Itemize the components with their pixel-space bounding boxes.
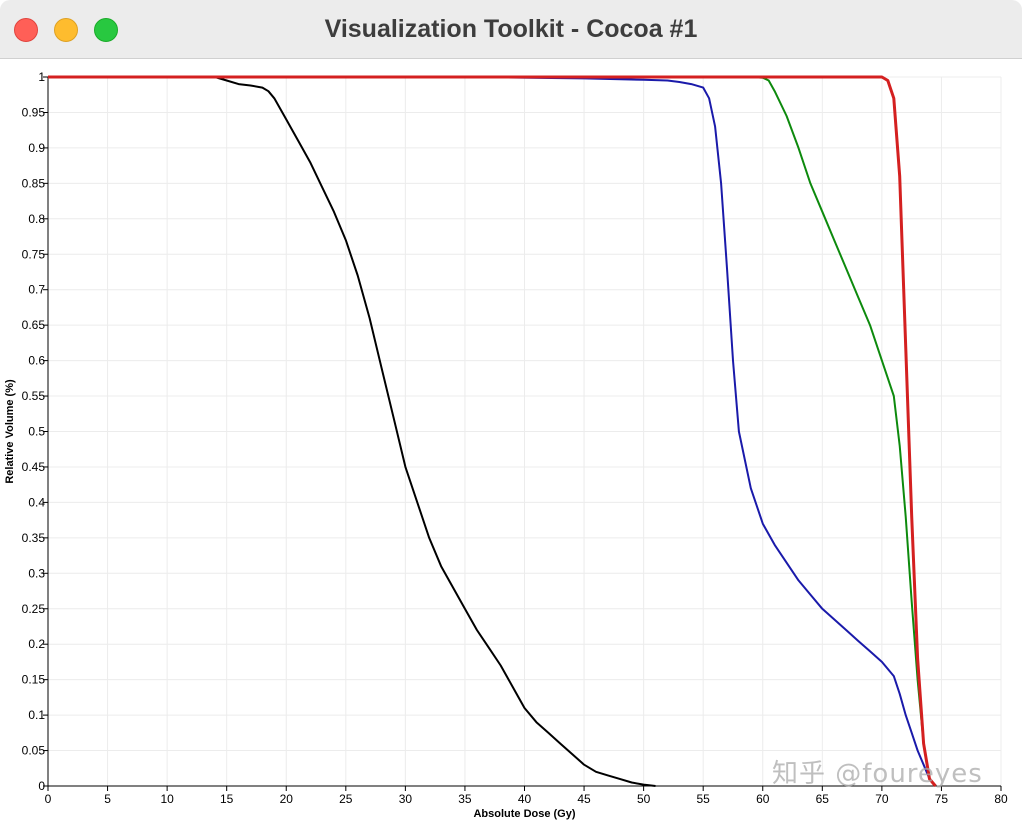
title-bar[interactable]: Visualization Toolkit - Cocoa #1 <box>0 0 1022 59</box>
watermark: 知乎 @foureyes <box>772 759 983 789</box>
y-tick-label-2: 0.1 <box>28 708 45 722</box>
series-line-3[interactable] <box>48 75 937 787</box>
dvh-chart[interactable]: 0 5 10 15 20 25 30 35 40 45 50 55 60 65 70 75 80 0 0.05 0.1… <box>0 59 1022 820</box>
maximize-button[interactable] <box>94 18 118 42</box>
x-tick-label-16: 80 <box>994 792 1008 806</box>
series-line-2[interactable] <box>48 76 937 787</box>
y-tick-label-8: 0.4 <box>28 495 45 509</box>
minimize-button[interactable] <box>54 18 78 42</box>
x-tick-label-6: 30 <box>399 792 413 806</box>
y-tick-label-19: 0.95 <box>22 105 46 119</box>
y-tick-label-17: 0.85 <box>22 176 46 190</box>
y-tick-label-14: 0.7 <box>28 283 45 297</box>
x-tick-label-14: 70 <box>875 792 889 806</box>
close-button[interactable] <box>14 18 38 42</box>
x-tick-label-7: 35 <box>458 792 472 806</box>
y-tick-label-16: 0.8 <box>28 212 45 226</box>
y-tick-label-9: 0.45 <box>22 460 46 474</box>
y-tick-label-10: 0.5 <box>28 425 45 439</box>
y-tick-label-11: 0.55 <box>22 389 46 403</box>
y-axis-title: Relative Volume (%) <box>4 379 16 484</box>
y-tick-label-6: 0.3 <box>28 566 45 580</box>
y-tick-label-7: 0.35 <box>22 531 46 545</box>
y-tick-label-15: 0.75 <box>22 247 46 261</box>
x-tick-label-11: 55 <box>697 792 711 806</box>
y-tick-label-5: 0.25 <box>22 602 46 616</box>
series-line-0[interactable] <box>48 76 656 787</box>
x-tick-label-3: 15 <box>220 792 234 806</box>
y-tick-label-13: 0.65 <box>22 318 46 332</box>
y-tick-label-12: 0.6 <box>28 354 45 368</box>
x-tick-label-2: 10 <box>160 792 174 806</box>
x-tick-label-8: 40 <box>518 792 532 806</box>
y-tick-label-20: 1 <box>38 70 45 84</box>
x-tick-label-15: 75 <box>935 792 949 806</box>
x-axis-title: Absolute Dose (Gy) <box>473 808 575 820</box>
x-tick-label-13: 65 <box>816 792 830 806</box>
x-tick-label-5: 25 <box>339 792 353 806</box>
x-tick-label-4: 20 <box>280 792 294 806</box>
x-tick-label-9: 45 <box>577 792 591 806</box>
y-tick-label-0: 0 <box>38 779 45 793</box>
x-tick-label-0: 0 <box>45 792 52 806</box>
y-tick-label-18: 0.9 <box>28 141 45 155</box>
series-line-1[interactable] <box>48 76 937 787</box>
x-tick-label-10: 50 <box>637 792 651 806</box>
y-tick-label-3: 0.15 <box>22 673 46 687</box>
y-tick-label-4: 0.2 <box>28 637 45 651</box>
window-title: Visualization Toolkit - Cocoa #1 <box>324 15 698 43</box>
x-tick-label-1: 5 <box>104 792 111 806</box>
y-tick-label-1: 0.05 <box>22 744 46 758</box>
plot-area[interactable]: 0 5 10 15 20 25 30 35 40 45 50 55 60 65 70 75 80 0 0.05 0.1… <box>0 59 1022 820</box>
x-tick-label-12: 60 <box>756 792 770 806</box>
